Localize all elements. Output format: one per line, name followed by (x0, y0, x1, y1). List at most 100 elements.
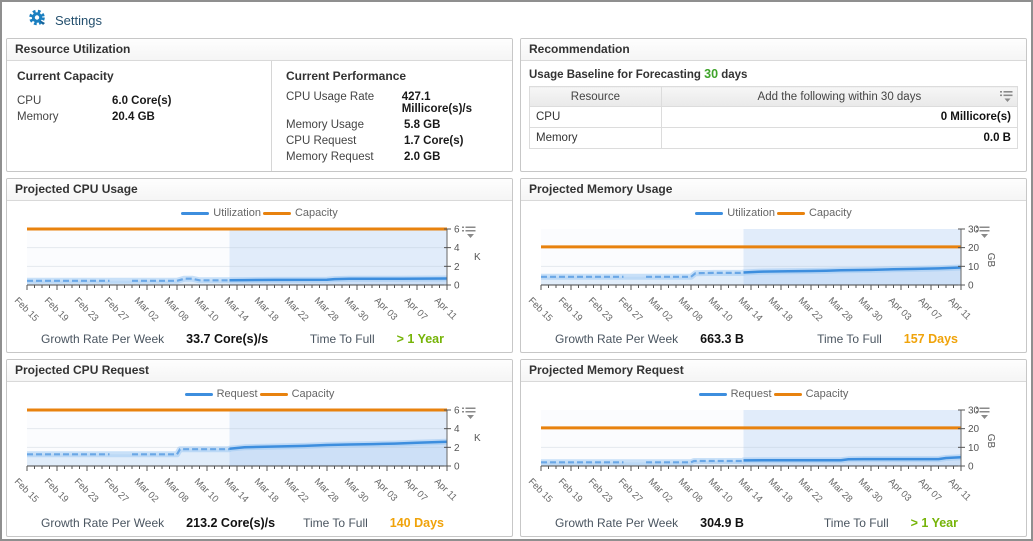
svg-text:K: K (474, 433, 481, 444)
svg-text:Mar 30: Mar 30 (856, 476, 885, 505)
legend-swatch-orange (776, 211, 805, 215)
legend-item-request: Request (698, 388, 772, 400)
svg-text:Mar 08: Mar 08 (162, 295, 191, 324)
svg-text:Apr 11: Apr 11 (946, 295, 973, 322)
svg-text:30: 30 (968, 406, 980, 417)
svg-text:0: 0 (454, 462, 460, 473)
svg-text:Apr 03: Apr 03 (372, 295, 400, 323)
svg-text:Apr 03: Apr 03 (372, 476, 400, 504)
legend-item-capacity: Capacity (262, 207, 338, 219)
panel-title-projected-cpu-usage: Projected CPU Usage (7, 179, 512, 201)
svg-text:Feb 19: Feb 19 (556, 476, 585, 505)
time-to-full-value: 140 Days (389, 516, 444, 530)
svg-text:Feb 27: Feb 27 (102, 295, 131, 324)
svg-text:20: 20 (968, 243, 980, 254)
legend-swatch-orange (773, 392, 802, 396)
svg-text:Mar 02: Mar 02 (646, 476, 675, 505)
table-options-icon[interactable] (1000, 90, 1013, 106)
legend-swatch-blue (695, 211, 724, 215)
chart-legend: Request Capacity (7, 388, 512, 400)
dashboard-grid: Resource Utilization Current Capacity CP… (2, 38, 1031, 537)
svg-text:Mar 02: Mar 02 (132, 476, 161, 505)
svg-text:Mar 08: Mar 08 (162, 476, 191, 505)
chart-legend: Request Capacity (521, 388, 1026, 400)
svg-text:Mar 10: Mar 10 (706, 295, 735, 324)
legend-item-utilization: Utilization (695, 207, 775, 219)
svg-text:Mar 28: Mar 28 (312, 476, 341, 505)
svg-text:Feb 19: Feb 19 (556, 295, 585, 324)
memory-request-chart-plot[interactable]: 0 10 20 30 GB Feb 15 Feb 19 Feb 23 Feb 27 Mar 02 M… (525, 400, 1023, 531)
panel-title-projected-cpu-request: Projected CPU Request (7, 360, 512, 382)
svg-text:Mar 28: Mar 28 (312, 295, 341, 324)
svg-text:Apr 07: Apr 07 (916, 295, 944, 323)
svg-text:20: 20 (968, 424, 980, 435)
row-memory-label: Memory (529, 127, 662, 149)
svg-text:Mar 14: Mar 14 (736, 476, 765, 505)
svg-text:Mar 10: Mar 10 (192, 476, 221, 505)
gear-icon (28, 8, 47, 32)
row-cpu-label: CPU (529, 106, 662, 128)
chart-footer: Growth Rate Per Week 33.7 Core(s)/s Time… (41, 332, 444, 346)
svg-text:Mar 02: Mar 02 (132, 295, 161, 324)
svg-text:Feb 19: Feb 19 (42, 295, 71, 324)
legend-item-utilization: Utilization (181, 207, 261, 219)
svg-text:Feb 15: Feb 15 (526, 295, 555, 324)
svg-text:Mar 22: Mar 22 (282, 295, 311, 324)
svg-text:Mar 30: Mar 30 (856, 295, 885, 324)
svg-text:Mar 08: Mar 08 (676, 295, 705, 324)
chart-options-icon[interactable] (976, 225, 990, 244)
svg-text:Apr 03: Apr 03 (886, 295, 914, 323)
svg-text:GB: GB (985, 434, 996, 449)
capacity-row-memory: Memory 20.4 GB (17, 111, 261, 123)
growth-rate-value: 304.9 B (700, 516, 744, 530)
chart-legend: Utilization Capacity (521, 207, 1026, 219)
table-row: Memory 0.0 B (529, 127, 1019, 149)
svg-text:0: 0 (968, 281, 974, 292)
svg-text:0: 0 (454, 281, 460, 292)
svg-text:Mar 22: Mar 22 (282, 476, 311, 505)
legend-item-capacity: Capacity (773, 388, 848, 400)
settings-button[interactable]: Settings (28, 8, 102, 32)
svg-text:Mar 28: Mar 28 (826, 476, 855, 505)
panel-projected-cpu-request: Projected CPU Request Request Capacity (6, 359, 513, 537)
column-add-within: Add the following within 30 days (660, 86, 1019, 107)
cpu-request-chart-plot[interactable]: 0 2 4 6 K Feb 15 Feb 19 Feb 23 Feb 27 Mar 02 Mar 0… (11, 400, 509, 531)
perf-row-memory-usage: Memory Usage 5.8 GB (286, 119, 441, 131)
svg-text:Mar 22: Mar 22 (796, 295, 825, 324)
row-memory-value: 0.0 B (660, 127, 1019, 149)
table-row: CPU 0 Millicore(s) (529, 106, 1019, 128)
panel-projected-memory-usage: Projected Memory Usage Utilization Capac… (520, 178, 1027, 353)
cpu-usage-chart-plot[interactable]: 0 2 4 6 K Feb 15 Feb 19 Feb 23 Feb 27 Mar 02 Mar 0… (11, 219, 509, 350)
svg-text:Mar 14: Mar 14 (222, 476, 251, 505)
panel-resource-utilization: Resource Utilization Current Capacity CP… (6, 38, 513, 172)
svg-text:Feb 27: Feb 27 (616, 476, 645, 505)
svg-text:Feb 15: Feb 15 (526, 476, 555, 505)
memory-usage-chart-plot[interactable]: 0 10 20 30 GB Feb 15 Feb 19 Feb 23 Feb 27 Mar 02 M… (525, 219, 1023, 350)
panel-recommendation: Recommendation Usage Baseline for Foreca… (520, 38, 1027, 172)
svg-text:Mar 18: Mar 18 (766, 295, 795, 324)
svg-text:GB: GB (985, 253, 996, 268)
svg-text:Apr 11: Apr 11 (432, 476, 459, 503)
current-capacity-section: Current Capacity CPU 6.0 Core(s) Memory … (7, 61, 272, 171)
svg-text:Mar 02: Mar 02 (646, 295, 675, 324)
chart-legend: Utilization Capacity (7, 207, 512, 219)
usage-baseline-text: Usage Baseline for Forecasting 30 days (529, 67, 748, 81)
svg-text:Feb 23: Feb 23 (586, 476, 615, 505)
chart-options-icon[interactable] (976, 406, 990, 425)
svg-text:Feb 23: Feb 23 (586, 295, 615, 324)
svg-text:0: 0 (968, 462, 974, 473)
svg-text:10: 10 (968, 443, 980, 454)
settings-label: Settings (55, 12, 102, 28)
svg-text:Feb 15: Feb 15 (12, 295, 41, 324)
chart-footer: Growth Rate Per Week 213.2 Core(s)/s Tim… (41, 516, 444, 530)
chart-footer: Growth Rate Per Week 663.3 B Time To Ful… (555, 332, 958, 346)
svg-text:Feb 23: Feb 23 (72, 476, 101, 505)
svg-text:4: 4 (454, 424, 460, 435)
chart-options-icon[interactable] (462, 225, 476, 244)
svg-text:Mar 10: Mar 10 (706, 476, 735, 505)
svg-text:Mar 22: Mar 22 (796, 476, 825, 505)
svg-text:Mar 18: Mar 18 (252, 476, 281, 505)
svg-text:Mar 28: Mar 28 (826, 295, 855, 324)
recommendation-table: Resource Add the following within 30 day… (529, 86, 1019, 149)
chart-options-icon[interactable] (462, 406, 476, 425)
